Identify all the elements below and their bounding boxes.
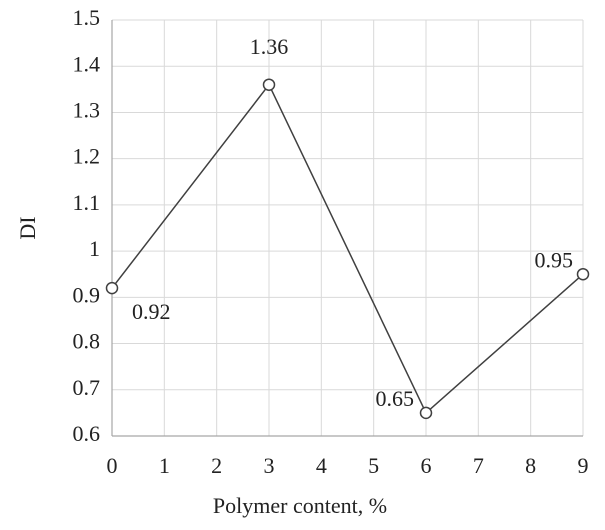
x-tick-label: 4 [316, 453, 327, 478]
data-label: 1.36 [250, 34, 289, 59]
y-tick-label: 0.9 [73, 282, 101, 307]
data-label: 0.65 [376, 386, 415, 411]
x-tick-label: 7 [473, 453, 484, 478]
data-point [105, 281, 119, 295]
data-point [576, 267, 590, 281]
y-tick-label: 1 [89, 236, 100, 261]
y-tick-label: 1.5 [73, 5, 101, 30]
x-tick-label: 9 [578, 453, 589, 478]
y-tick-label: 0.8 [73, 329, 101, 354]
y-axis-label: DI [15, 216, 40, 239]
x-tick-label: 6 [421, 453, 432, 478]
x-tick-label: 5 [368, 453, 379, 478]
x-tick-label: 2 [211, 453, 222, 478]
y-tick-label: 1.4 [73, 51, 101, 76]
data-line [111, 83, 584, 415]
x-tick-label: 8 [525, 453, 536, 478]
x-tick-label: 3 [264, 453, 275, 478]
data-label: 0.92 [132, 299, 171, 324]
x-axis-label: Polymer content, % [213, 493, 387, 518]
data-label: 0.95 [535, 247, 574, 272]
y-tick-label: 0.7 [73, 375, 101, 400]
y-tick-label: 1.1 [73, 190, 101, 215]
y-tick-label: 1.3 [73, 97, 101, 122]
y-tick-label: 1.2 [73, 144, 101, 169]
y-tick-label: 0.6 [73, 421, 101, 446]
data-point [419, 406, 433, 420]
data-point [262, 78, 276, 91]
x-tick-label: 1 [159, 453, 170, 478]
x-tick-label: 0 [107, 453, 118, 478]
